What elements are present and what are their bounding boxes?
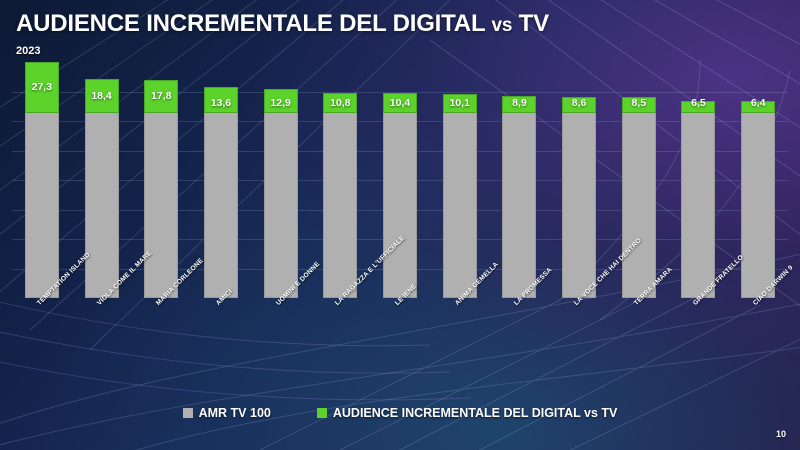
bar-value-label: 8,5 [631,96,647,109]
bar-segment-incremental[interactable]: 13,6 [203,87,238,113]
bar-segment-base[interactable] [442,112,477,298]
square-swatch-green [316,408,327,418]
bar-value-label: 8,6 [571,96,587,109]
bar-segment-base[interactable] [144,112,179,298]
bar-segment-base[interactable] [84,112,119,298]
bar-value-label: 17,8 [151,90,172,103]
bar-value-label: 6,4 [750,96,766,109]
bar-segment-base[interactable] [323,112,358,298]
bar-value-label: 18,4 [91,89,112,102]
bar-segment-base[interactable] [24,112,59,298]
bar-value-label: 13,6 [210,96,232,109]
legend-label: AMR TV 100 [198,406,271,420]
bar-column[interactable]: 10,1 [442,62,477,298]
legend-label: AUDIENCE INCREMENTALE DEL DIGITAL vs TV [332,406,618,420]
legend-item[interactable]: AUDIENCE INCREMENTALE DEL DIGITAL vs TV [316,406,618,420]
bar-segment-incremental[interactable]: 10,1 [442,93,477,113]
bar-segment-base[interactable] [681,112,716,298]
bar-value-label: 12,9 [270,96,291,109]
page-title-tv: TV [518,10,549,37]
bar-segment-incremental[interactable]: 12,9 [263,88,298,113]
bar-segment-base[interactable] [621,112,656,298]
bar-column[interactable]: 13,6 [203,62,238,298]
legend-item[interactable]: AMR TV 100 [182,406,271,420]
bar-segment-incremental[interactable]: 8,9 [502,96,537,113]
bar-segment-incremental[interactable]: 8,6 [562,96,597,113]
bar-column[interactable]: 27,3 [24,62,59,298]
chart-plot-area: 27,3 18,4 17,8 13,6 12,9 10,8 10,4 10,1 8,9 8,6 8,… [12,62,788,298]
bar-segment-base[interactable] [741,112,776,298]
bar-value-label: 27,3 [31,81,53,94]
bar-segment-incremental[interactable]: 6,5 [681,97,716,113]
category-axis-labels: TEMPTATION ISLAND VIOLA COME IL MARE MARIA… [12,235,795,396]
bar-segment-base[interactable] [502,112,537,298]
bar-value-label: 10,4 [389,96,411,109]
page-subtitle-year: 2023 [16,45,41,57]
bar-segment-incremental[interactable]: 10,4 [383,93,417,113]
bar-value-label: 8,9 [512,96,527,109]
bar-segment-incremental[interactable]: 6,4 [741,97,776,113]
bar-column[interactable]: 12,9 [263,62,298,298]
bar-segment-incremental[interactable]: 27,3 [24,62,59,113]
bar-segment-base[interactable] [383,112,417,298]
page-number: 10 [775,429,786,439]
bar-segment-base[interactable] [263,112,298,298]
bar-column[interactable]: 18,4 [84,62,119,298]
bar-column[interactable]: 6,5 [681,62,716,298]
bar-column[interactable]: 10,4 [383,62,417,298]
gridline [12,91,788,93]
bar-value-label: 10,1 [449,96,470,109]
bar-value-label: 6,5 [691,96,706,109]
page-title-main: AUDIENCE INCREMENTALE DEL DIGITAL [16,10,485,37]
bar-column[interactable]: 17,8 [144,62,179,298]
square-swatch-gray [182,408,193,418]
bar-segment-base[interactable] [562,112,597,298]
page-title-vs: vs [491,15,513,36]
bar-segment-incremental[interactable]: 17,8 [144,79,179,113]
bar-column[interactable]: 8,6 [562,62,597,298]
bar-segment-incremental[interactable]: 18,4 [84,78,119,113]
bar-column[interactable]: 6,4 [741,62,776,298]
bar-column[interactable]: 8,5 [621,62,656,298]
page-title: AUDIENCE INCREMENTALE DEL DIGITAL vs TV [16,10,549,38]
bar-column[interactable]: 10,8 [323,62,358,298]
bar-column[interactable]: 8,9 [502,62,537,298]
bar-segment-incremental[interactable]: 10,8 [323,92,358,113]
bar-segment-base[interactable] [203,112,238,298]
bar-value-label: 10,8 [330,96,351,109]
bar-segment-incremental[interactable]: 8,5 [621,96,656,113]
chart-legend: AMR TV 100 AUDIENCE INCREMENTALE DEL DIGI… [0,406,800,420]
